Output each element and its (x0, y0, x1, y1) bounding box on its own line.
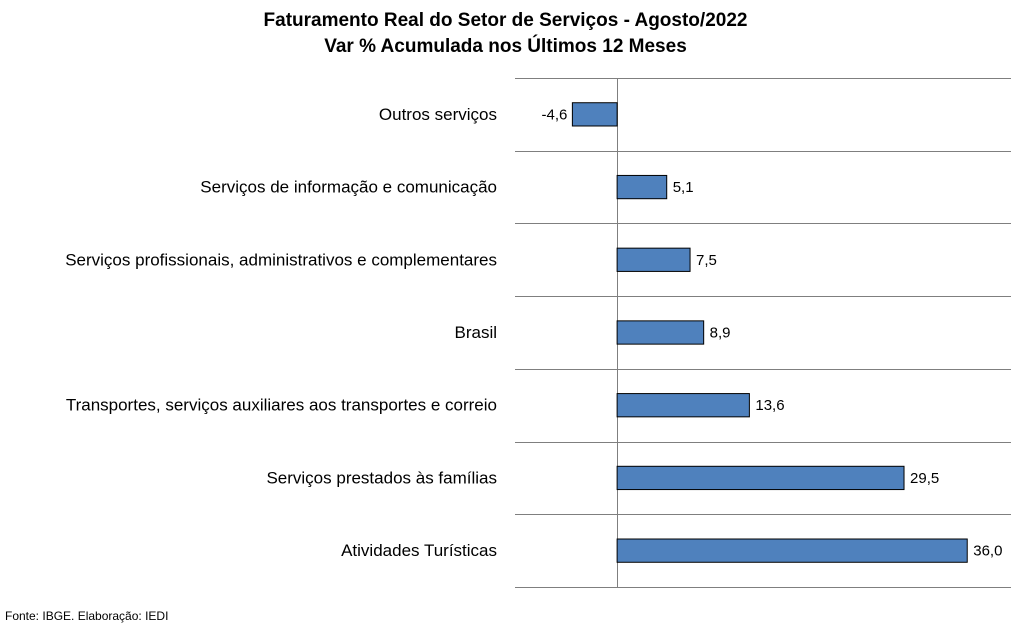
data-label: -4,6 (542, 106, 568, 123)
data-label: 13,6 (755, 397, 784, 414)
chart-title-block: Faturamento Real do Setor de Serviços - … (0, 8, 1011, 60)
data-label: 29,5 (910, 470, 939, 487)
data-label: 7,5 (696, 252, 717, 269)
bar (616, 320, 705, 345)
category-label: Outros serviços (379, 105, 497, 124)
chart-subtitle: Var % Acumulada nos Últimos 12 Meses (324, 36, 687, 57)
bar (571, 102, 618, 127)
category-label: Serviços de informação e comunicação (200, 178, 497, 197)
bar (616, 538, 968, 563)
category-label: Atividades Turísticas (341, 541, 497, 560)
category-label: Serviços profissionais, administrativos … (65, 250, 497, 269)
category-label: Serviços prestados às famílias (266, 468, 497, 487)
bar-chart: Outros serviços -4,6 Serviços de informaçã… (65, 78, 1011, 588)
bar (616, 247, 691, 272)
data-label: 36,0 (973, 543, 1002, 560)
bar (616, 174, 668, 200)
data-label: 8,9 (710, 324, 731, 341)
category-label: Transportes, serviços auxiliares aos tra… (66, 396, 497, 415)
source-note: Fonte: IBGE. Elaboração: IEDI (5, 609, 169, 623)
chart-title: Faturamento Real do Setor de Serviços - … (263, 10, 748, 31)
category-label: Brasil (454, 323, 497, 342)
bar (616, 393, 750, 418)
bar (616, 465, 905, 491)
data-label: 5,1 (673, 179, 694, 196)
